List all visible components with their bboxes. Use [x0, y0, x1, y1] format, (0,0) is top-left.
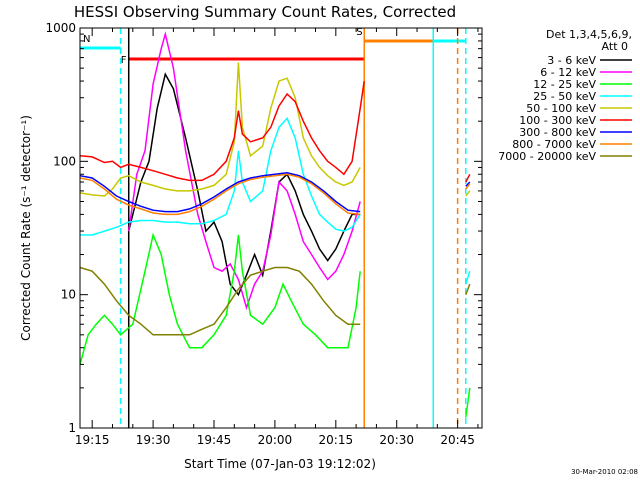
x-tick-label-4: 20:15: [319, 433, 354, 447]
series-line-3-0: [80, 117, 361, 236]
series-line-6-0: [79, 172, 361, 213]
legend-title-line2: Att 0: [602, 40, 628, 53]
x-axis-ticks: 19:15 19:30 19:45 20:00 20:15 20:30 20:45: [75, 28, 479, 447]
series-line-8-0: [79, 266, 361, 336]
series-line-0-0: [127, 72, 361, 297]
x-axis-label: Start Time (07-Jan-03 19:12:02): [184, 457, 376, 471]
legend-label-8: 7000 - 20000 keV: [498, 150, 596, 163]
series-line-4-1: [465, 190, 471, 197]
legend-label-1: 6 - 12 keV: [540, 66, 596, 79]
series-lines: [79, 31, 471, 418]
y-axis-label: Corrected Count Rate (s⁻¹ detector⁻¹): [19, 115, 33, 341]
series-line-7-1: [465, 183, 471, 190]
series-line-8-1: [465, 283, 471, 295]
y-tick-label-2: 100: [53, 154, 76, 168]
series-line-4-0: [79, 62, 361, 197]
series-line-7-0: [79, 173, 361, 216]
x-tick-label-5: 20:30: [379, 433, 414, 447]
y-tick-label-0: 1: [68, 421, 76, 435]
legend-label-5: 100 - 300 keV: [519, 114, 596, 127]
flag-label-0: F: [121, 55, 127, 66]
series-line-2-0: [79, 232, 361, 365]
y-axis-ticks: 1 10 100 1000: [45, 21, 482, 435]
legend-label-2: 12 - 25 keV: [533, 78, 596, 91]
series-line-3-1: [465, 270, 471, 285]
legend-label-6: 300 - 800 keV: [519, 126, 596, 139]
legend-label-3: 25 - 50 keV: [533, 90, 596, 103]
flag-label-1: N: [83, 34, 90, 45]
series-line-1-0: [127, 31, 361, 311]
flag-label-2: S: [356, 27, 362, 38]
x-tick-label-1: 19:30: [136, 433, 171, 447]
series-line-5-1: [465, 173, 471, 183]
y-tick-label-1: 10: [61, 288, 76, 302]
x-tick-label-6: 20:45: [440, 433, 475, 447]
vertical-markers: [119, 28, 467, 428]
flag-bars: F N S: [80, 27, 466, 66]
chart-title: HESSI Observing Summary Count Rates, Cor…: [74, 3, 456, 21]
series-line-5-0: [79, 80, 365, 182]
legend-title-line1: Det 1,3,4,5,6,9,: [546, 28, 632, 41]
timestamp: 30-Mar-2010 02:08: [571, 468, 638, 476]
legend-label-4: 50 - 100 keV: [526, 102, 596, 115]
legend-label-7: 800 - 7000 keV: [512, 138, 596, 151]
legend-label-0: 3 - 6 keV: [547, 54, 596, 67]
x-tick-label-2: 19:45: [197, 433, 232, 447]
x-tick-label-0: 19:15: [75, 433, 110, 447]
series-line-2-1: [465, 387, 471, 418]
plot-frame: [79, 27, 483, 429]
y-tick-label-3: 1000: [45, 21, 76, 35]
x-tick-label-3: 20:00: [258, 433, 293, 447]
series-line-6-1: [465, 181, 471, 187]
